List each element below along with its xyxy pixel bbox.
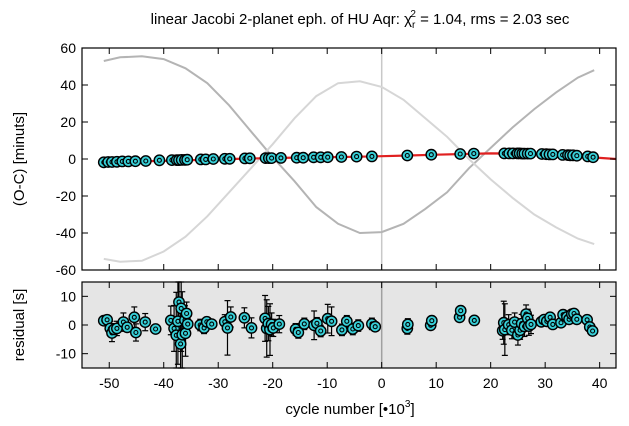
residual-point: [180, 307, 193, 320]
residual-point: [121, 321, 134, 334]
x-tick-label: 10: [428, 375, 444, 391]
residual-point: [179, 327, 192, 340]
oc-axes: -60 -40 -20 0 20 40 60: [56, 40, 617, 278]
oc-point: [524, 147, 537, 160]
chart-title: linear Jacobi 2-planet eph. of HU Aqr: χ…: [151, 9, 570, 31]
oc-point: [181, 153, 194, 166]
oc-point: [321, 151, 334, 164]
x-label-main: cycle number [•10: [285, 401, 404, 418]
y-tick-label: 20: [60, 114, 76, 130]
residual-point: [340, 315, 353, 328]
planet-2-light-time-line: [103, 80, 595, 263]
x-tick-label: 20: [483, 375, 499, 391]
residual-point: [181, 318, 194, 330]
oc-point: [223, 152, 236, 165]
residual-point: [586, 325, 599, 337]
y-tick-label: -40: [56, 225, 76, 241]
x-axis-label: cycle number [•103]: [285, 399, 414, 418]
x-tick-label: -40: [154, 375, 174, 391]
y-tick-label: 60: [60, 40, 76, 56]
residual-point: [401, 318, 414, 331]
residual-point: [238, 311, 251, 324]
x-tick-label: -50: [99, 375, 119, 391]
residual-point: [298, 317, 311, 330]
oc-y-label: (O-C) [minuts]: [11, 112, 28, 206]
title-prefix: linear Jacobi 2-planet eph. of HU Aqr:: [151, 11, 404, 28]
oc-point: [207, 153, 220, 165]
residual-data-layer: [97, 281, 599, 369]
oc-point: [401, 149, 414, 162]
oc-point: [243, 152, 256, 165]
x-label-sup: 3: [405, 399, 411, 410]
residual-point: [468, 314, 481, 327]
residual-point: [325, 315, 338, 328]
oc-point: [153, 154, 166, 167]
residual-point: [245, 321, 258, 334]
planet-1-light-time-line: [103, 55, 595, 235]
oc-point: [467, 147, 480, 160]
oc-point: [425, 148, 438, 161]
oc-point: [570, 149, 583, 162]
oc-point: [546, 148, 559, 161]
oc-point: [139, 155, 152, 167]
oc-point: [365, 150, 378, 163]
residual-point: [149, 323, 162, 335]
y-tick-label: 0: [68, 151, 76, 167]
residual-point: [369, 320, 382, 333]
residual-point: [221, 321, 234, 334]
x-tick-label: -30: [208, 375, 228, 391]
x-tick-label: -10: [317, 375, 337, 391]
oc-point: [265, 152, 278, 165]
oc-point: [350, 150, 363, 163]
residual-point: [454, 304, 467, 317]
title-chi: χ: [404, 11, 412, 28]
x-label-close: ]: [410, 401, 414, 418]
oc-panel: -60 -40 -20 0 20 40 60 (O-C) [minuts]: [11, 40, 617, 278]
residual-point: [273, 318, 286, 330]
residual-point: [129, 326, 142, 339]
title-chi-sup: 2: [410, 9, 416, 20]
y-tick-label: 10: [60, 288, 76, 304]
residual-point: [425, 314, 438, 327]
oc-point: [129, 155, 142, 168]
x-tick-label: 30: [537, 375, 553, 391]
title-suffix: = 1.04, rms = 2.03 sec: [416, 11, 570, 28]
y-tick-label: -60: [56, 262, 76, 278]
y-tick-label: 0: [68, 317, 76, 333]
oc-point: [297, 151, 310, 164]
oc-point: [274, 151, 287, 164]
residual-point: [128, 311, 141, 324]
title-chi-sub: r: [412, 20, 416, 31]
oc-point: [587, 151, 599, 164]
y-tick-label: 40: [60, 77, 76, 93]
x-tick-label: 40: [592, 375, 608, 391]
residual-y-label: residual [s]: [11, 289, 28, 362]
residual-point: [292, 326, 305, 339]
y-tick-label: -10: [56, 346, 76, 362]
residual-point: [224, 311, 237, 323]
residual-point: [352, 319, 365, 332]
residual-panel: -10 0 10 -50 -40 -30 -20 -10 0 10 20 30 40 residual …: [11, 281, 617, 391]
residual-point: [314, 325, 327, 337]
oc-point: [335, 151, 348, 163]
residual-point: [139, 316, 152, 328]
oc-data-layer: [97, 48, 617, 270]
residual-point: [570, 313, 583, 326]
x-tick-label: 0: [378, 375, 386, 391]
oc-point: [454, 148, 467, 160]
residual-axes: -10 0 10 -50 -40 -30 -20 -10 0 10 20 30 40: [56, 281, 617, 391]
residual-point: [525, 318, 537, 331]
x-tick-label: -20: [263, 375, 283, 391]
y-tick-label: -20: [56, 188, 76, 204]
residual-point: [205, 318, 218, 330]
